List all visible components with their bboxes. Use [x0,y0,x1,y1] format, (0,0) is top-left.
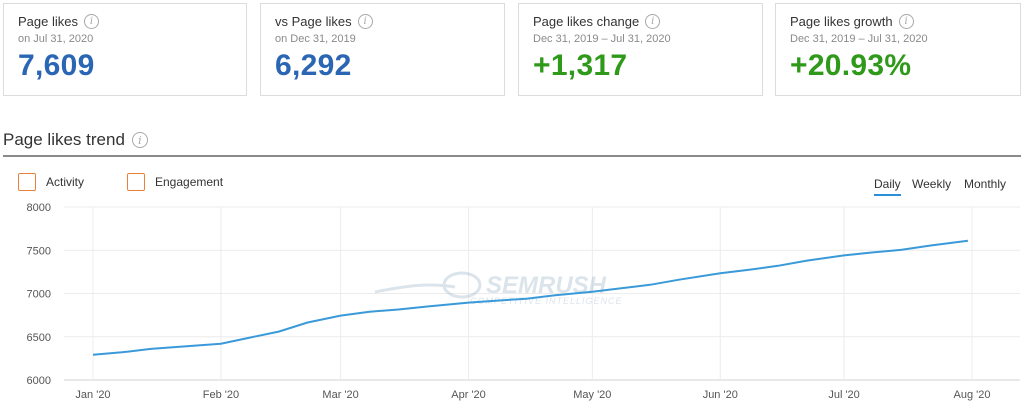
metric-card-title: Page likes i [18,14,232,29]
checkbox[interactable] [127,173,145,191]
x-tick-label: Jan '20 [75,389,110,401]
metric-card-title: vs Page likes i [275,14,490,29]
x-tick-label: Apr '20 [451,389,486,401]
metric-card-date: on Jul 31, 2020 [18,33,94,45]
metric-card-date: on Dec 31, 2019 [275,33,356,45]
metric-card-value: +1,317 [533,49,628,82]
y-tick-label: 6000 [27,375,51,387]
info-icon[interactable]: i [898,14,914,29]
checkbox[interactable] [18,173,36,191]
info-icon[interactable]: i [645,14,661,29]
y-tick-label: 7500 [27,245,51,257]
y-axis: 8000 7500 7000 6500 6000 [27,202,51,387]
y-tick-label: 8000 [27,202,51,214]
legend-label: Activity [46,175,85,189]
x-tick-label: Jul '20 [828,389,859,401]
period-tab-monthly[interactable]: Monthly [964,177,1007,191]
x-tick-label: May '20 [573,389,611,401]
info-icon[interactable]: i [357,14,373,29]
info-icon[interactable]: i [83,14,99,29]
metric-card-value: +20.93% [790,49,912,82]
period-tab-daily[interactable]: Daily [874,177,901,196]
x-tick-label: Aug '20 [954,389,991,401]
x-axis: Jan '20 Feb '20 Mar '20 Apr '20 May '20 Jun '… [75,389,990,401]
watermark-logo-icon [442,271,482,299]
watermark-brand: SEMRUSH [486,272,607,299]
metric-card-vs-page-likes: vs Page likes i on Dec 31, 2019 6,292 [260,3,505,96]
y-tick-label: 7000 [27,289,51,301]
y-tick-label: 6500 [27,332,51,344]
metric-card-title-text: Page likes growth [790,14,893,29]
info-icon[interactable]: i [131,132,148,148]
metric-card-value: 6,292 [275,49,352,82]
period-tab-weekly[interactable]: Weekly [912,177,952,191]
chart-grid [64,206,1020,381]
metric-card-title-text: Page likes [18,14,78,29]
metric-card-value: 7,609 [18,49,95,82]
metric-card-title-text: Page likes change [533,14,640,29]
metric-card-date: Dec 31, 2019 – Jul 31, 2020 [533,33,671,45]
legend-label: Engagement [155,175,224,189]
legend-toggle-activity[interactable]: Activity [18,173,84,191]
metric-card-page-likes-growth: Page likes growth i Dec 31, 2019 – Jul 3… [775,3,1021,96]
trend-chart: SEMRUSH COMPETITIVE INTELLIGENCE 8000 750… [27,202,1020,401]
semrush-watermark: SEMRUSH COMPETITIVE INTELLIGENCE [374,271,623,306]
series-line [92,239,969,356]
metric-card-title: Page likes growth i [790,14,1006,29]
metric-card-page-likes-change: Page likes change i Dec 31, 2019 – Jul 3… [518,3,763,96]
section-title-text: Page likes trend [3,130,125,149]
metric-card-date: Dec 31, 2019 – Jul 31, 2020 [790,33,928,45]
x-tick-label: Mar '20 [322,389,358,401]
section-divider [3,155,1021,157]
x-tick-label: Feb '20 [203,389,239,401]
watermark-tagline: COMPETITIVE INTELLIGENCE [470,296,623,306]
x-tick-label: Jun '20 [703,389,738,401]
metric-card-title-text: vs Page likes [275,14,352,29]
metric-card-page-likes: Page likes i on Jul 31, 2020 7,609 [3,3,247,96]
legend-toggle-engagement[interactable]: Engagement [127,173,223,191]
metric-card-title: Page likes change i [533,14,748,29]
watermark-swoosh [374,283,456,294]
section-title: Page likes trend i [3,130,148,150]
